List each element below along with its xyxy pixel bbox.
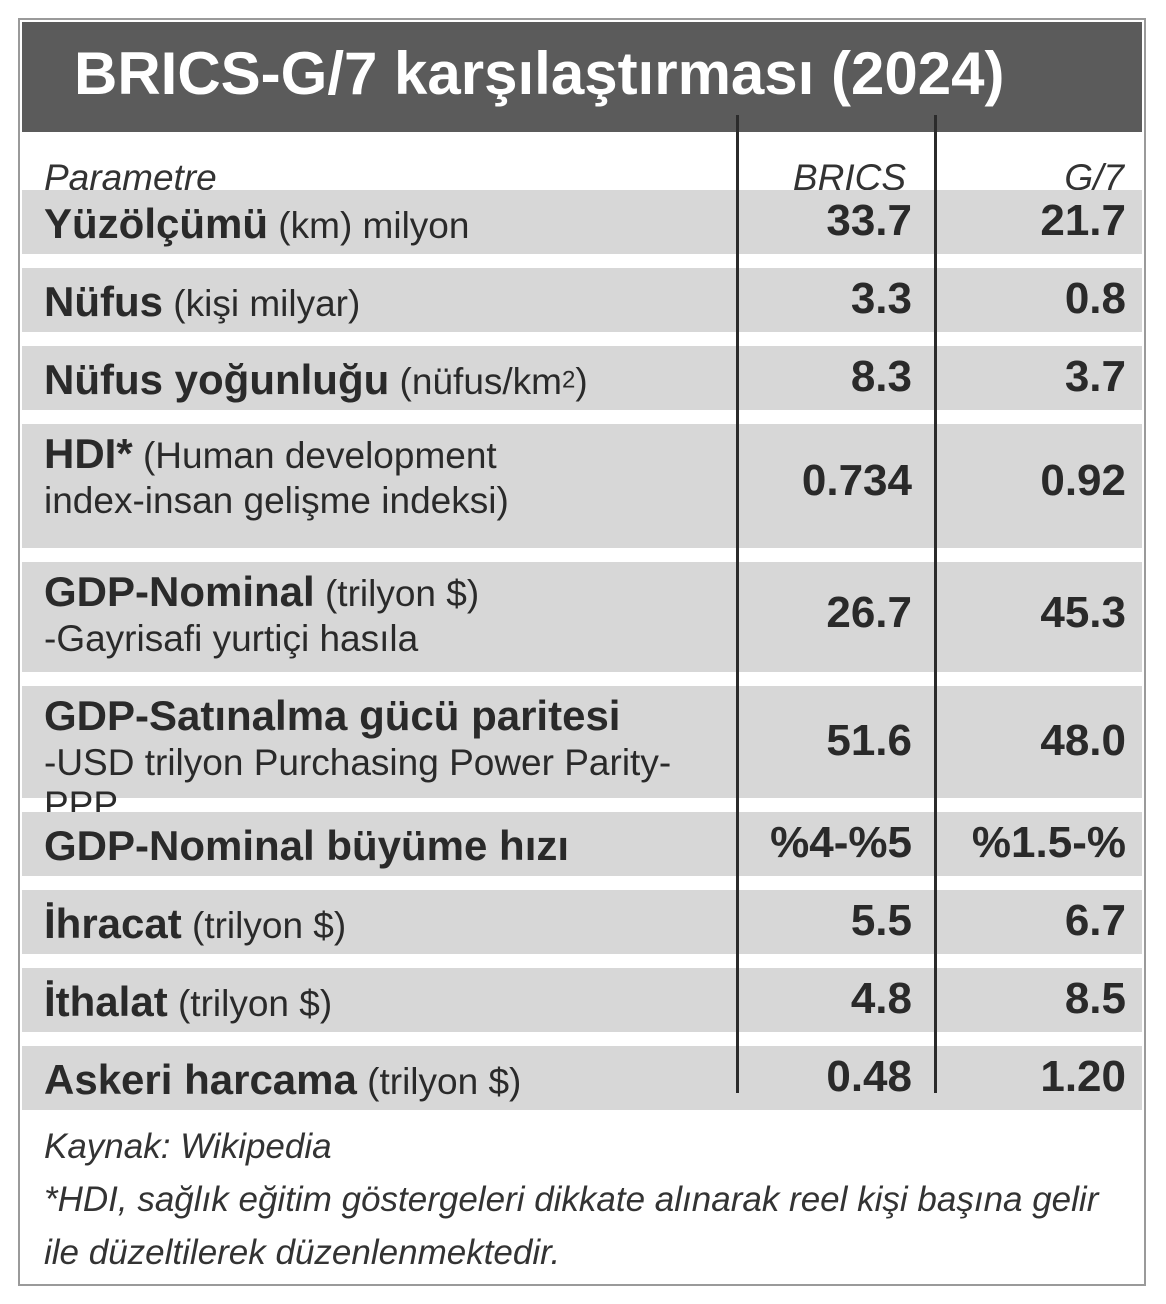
brics-value: 0.734 — [801, 456, 912, 505]
row-label-bold: İhracat — [44, 900, 182, 947]
row-label-unit: (trilyon $) — [167, 983, 333, 1024]
column-divider-brics — [736, 115, 739, 1093]
row-label-unit-end: ) — [575, 361, 588, 402]
brics-value: 26.7 — [826, 588, 912, 637]
footnote: Kaynak: Wikipedia *HDI, sağlık eğitim gö… — [44, 1120, 1126, 1279]
row-label-bold: İthalat — [44, 978, 168, 1025]
row-label-subline: index-insan gelişme indeksi) — [44, 480, 509, 521]
g7-value: 0.92 — [1040, 456, 1126, 505]
table-row: Askeri harcama (trilyon $) 0.48 1.20 — [22, 1046, 1142, 1110]
row-label-bold: HDI* — [44, 430, 133, 477]
row-label: HDI* (Human development index-insan geliş… — [44, 430, 722, 522]
brics-value: 51.6 — [826, 716, 912, 765]
row-label: İhracat (trilyon $) — [44, 900, 722, 948]
row-label-unit: (Human development — [132, 435, 497, 476]
brics-value: 4.8 — [850, 974, 912, 1023]
row-label-bold: GDP-Satınalma gücü paritesi — [44, 692, 621, 739]
row-label-bold: GDP-Nominal büyüme hızı — [44, 822, 570, 869]
row-label-unit: (trilyon $) — [356, 1061, 522, 1102]
brics-value: 0.48 — [826, 1052, 912, 1101]
row-label-unit: (trilyon $) — [314, 573, 480, 614]
brics-value: %4-%5 — [770, 818, 912, 867]
table-row: İthalat (trilyon $) 4.8 8.5 — [22, 968, 1142, 1032]
g7-value: 48.0 — [1040, 716, 1126, 765]
g7-value: 45.3 — [1040, 588, 1126, 637]
hdi-note: *HDI, sağlık eğitim göstergeleri dikkate… — [44, 1180, 1099, 1272]
table-row: İhracat (trilyon $) 5.5 6.7 — [22, 890, 1142, 954]
row-label-bold: Yüzölçümü — [44, 200, 269, 247]
table-row: GDP-Satınalma gücü paritesi -USD trilyon … — [22, 686, 1142, 825]
row-label: GDP-Nominal büyüme hızı — [44, 822, 722, 870]
g7-value: 3.7 — [1064, 352, 1126, 401]
row-label-unit: (kişi milyar) — [163, 283, 361, 324]
table-row: Nüfus yoğunluğu (nüfus/km2) 8.3 3.7 — [22, 346, 1142, 410]
table-title: BRICS-G/7 karşılaştırması (2024) — [22, 22, 1142, 132]
g7-value: 8.5 — [1064, 974, 1126, 1023]
row-label-subline: -Gayrisafi yurtiçi hasıla — [44, 618, 419, 659]
source-text: Kaynak: Wikipedia — [44, 1127, 332, 1166]
g7-value: 6.7 — [1064, 896, 1126, 945]
row-label-superscript: 2 — [562, 366, 576, 394]
table-row: HDI* (Human development index-insan geliş… — [22, 424, 1142, 548]
row-label-bold: Nüfus — [44, 278, 163, 325]
row-label: Nüfus (kişi milyar) — [44, 278, 722, 326]
row-label: GDP-Satınalma gücü paritesi -USD trilyon … — [44, 692, 722, 826]
brics-value: 3.3 — [850, 274, 912, 323]
g7-value: %1.5-% — [971, 818, 1126, 867]
row-label: GDP-Nominal (trilyon $) -Gayrisafi yurtiç… — [44, 568, 722, 660]
g7-value: 21.7 — [1040, 196, 1126, 245]
row-label: İthalat (trilyon $) — [44, 978, 722, 1026]
table-row: Nüfus (kişi milyar) 3.3 0.8 — [22, 268, 1142, 332]
row-label: Askeri harcama (trilyon $) — [44, 1056, 722, 1104]
row-label-bold: GDP-Nominal — [44, 568, 315, 615]
brics-value: 5.5 — [850, 896, 912, 945]
table-row: GDP-Nominal (trilyon $) -Gayrisafi yurtiç… — [22, 562, 1142, 672]
g7-value: 0.8 — [1064, 274, 1126, 323]
brics-value: 33.7 — [826, 196, 912, 245]
row-label-unit: (nüfus/km — [389, 361, 562, 402]
row-label-unit: (km) milyon — [268, 205, 470, 246]
row-label: Nüfus yoğunluğu (nüfus/km2) — [44, 356, 722, 404]
column-divider-g7 — [934, 115, 937, 1093]
row-label-bold: Nüfus yoğunluğu — [44, 356, 390, 403]
g7-value: 1.20 — [1040, 1052, 1126, 1101]
row-label-bold: Askeri harcama — [44, 1056, 357, 1103]
row-label-unit: (trilyon $) — [181, 905, 347, 946]
table-row: GDP-Nominal büyüme hızı %4-%5 %1.5-% — [22, 812, 1142, 876]
row-label: Yüzölçümü (km) milyon — [44, 200, 722, 248]
brics-value: 8.3 — [850, 352, 912, 401]
table-row: Yüzölçümü (km) milyon 33.7 21.7 — [22, 190, 1142, 254]
comparison-table-frame: BRICS-G/7 karşılaştırması (2024) Paramet… — [18, 18, 1146, 1286]
